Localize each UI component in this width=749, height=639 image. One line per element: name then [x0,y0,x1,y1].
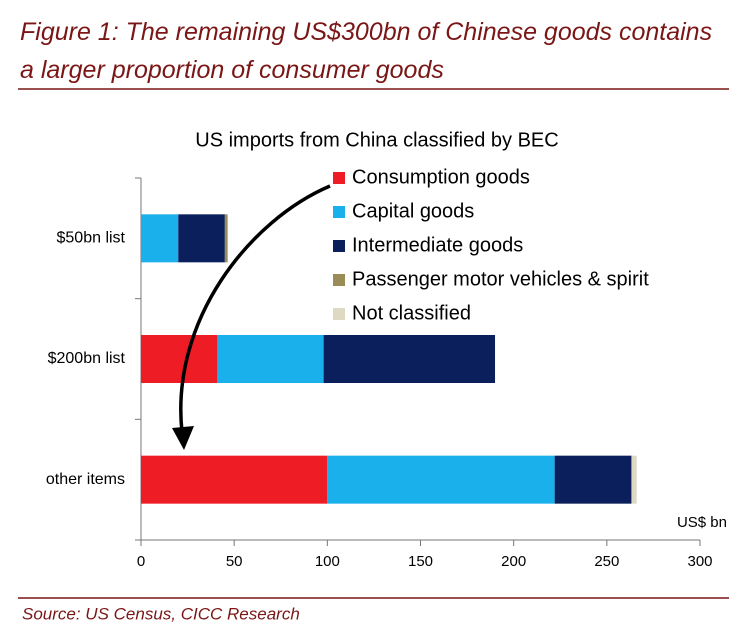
y-tick-label: $200bn list [48,350,126,367]
x-tick-label: 150 [408,553,433,570]
bar-segment [631,455,637,504]
x-tick-label: 200 [501,553,526,570]
legend-swatch [333,206,345,218]
x-axis-label: US$ bn [677,514,727,531]
bar-segment [327,455,555,504]
x-tick-label: 100 [315,553,340,570]
legend-label: Intermediate goods [352,234,523,256]
legend-label: Passenger motor vehicles & spirit [352,268,649,290]
figure-title-line: Figure 1: The remaining US$300bn of Chin… [20,18,712,46]
x-tick-label: 0 [137,553,145,570]
bar-segment [141,214,179,263]
x-tick-label: 250 [594,553,619,570]
arrow [179,184,331,433]
legend-swatch [333,274,345,286]
figure-title-line: a larger proportion of consumer goods [20,56,444,84]
bar-segment [631,455,632,504]
bar-segment [554,455,632,504]
legend-label: Consumption goods [352,166,530,188]
chart-title: US imports from China classified by BEC [195,129,558,151]
arrow-head [172,426,194,450]
x-tick-label: 50 [226,553,243,570]
legend-swatch [333,172,345,184]
legend-label: Not classified [352,302,471,324]
legend-swatch [333,240,345,252]
legend-swatch [333,308,345,320]
x-tick-label: 300 [687,553,712,570]
bar-segment [323,335,496,383]
plot: 0 50 100 150 200 250 300 $50bn list $200bn list o… [46,166,713,570]
bar-segment [141,455,328,504]
bar-segment [178,214,225,263]
y-tick-label: $50bn list [57,230,126,247]
bar-segment [141,335,218,383]
source: Source: US Census, CICC Research [22,604,300,623]
y-tick-label: other items [46,471,125,488]
bar-segment [224,214,228,263]
bar-segment [217,335,324,383]
legend-label: Capital goods [352,200,474,222]
